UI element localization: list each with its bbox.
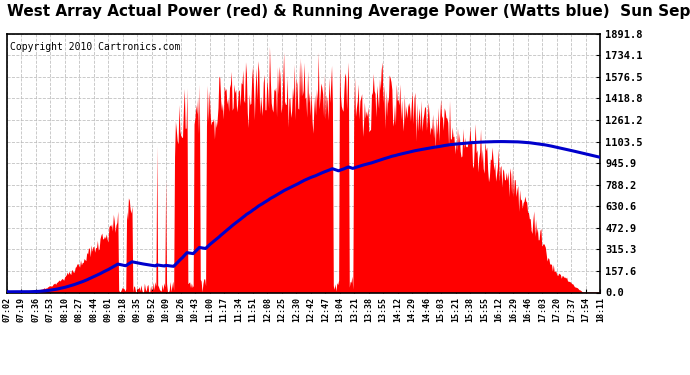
Text: Copyright 2010 Cartronics.com: Copyright 2010 Cartronics.com	[10, 42, 180, 51]
Text: West Array Actual Power (red) & Running Average Power (Watts blue)  Sun Sep 26 1: West Array Actual Power (red) & Running …	[7, 4, 690, 19]
